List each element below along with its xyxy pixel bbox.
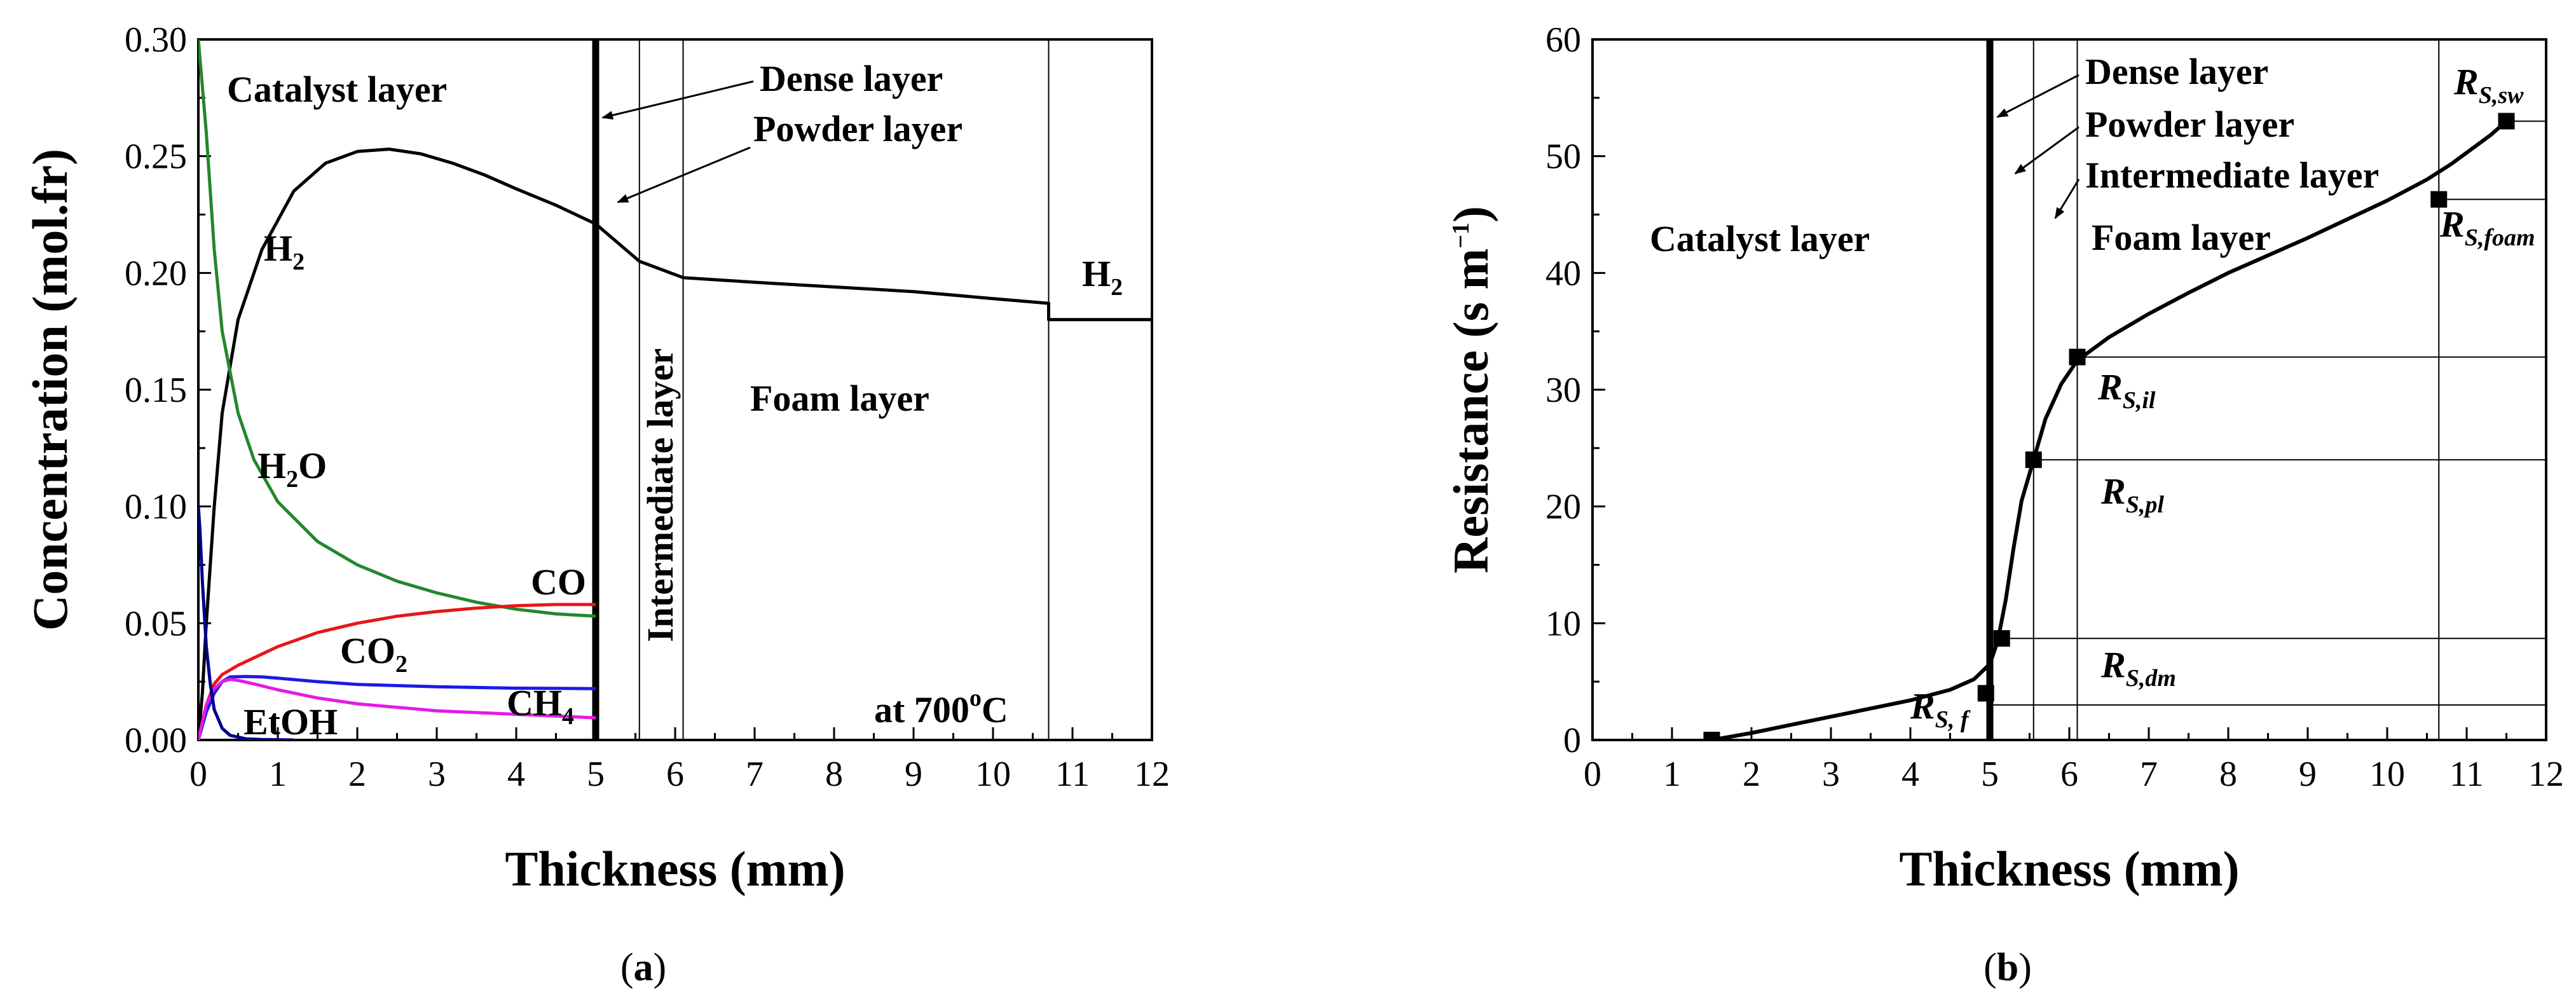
b-x-tick-label: 8 (2219, 755, 2237, 794)
b-x-tick-label: 6 (2060, 755, 2078, 794)
panel-b-rs-il-label: RS,il (2097, 366, 2156, 414)
panel-a-h2o-label: H2O (257, 445, 327, 493)
a-y-tick-label: 0.05 (125, 604, 187, 643)
panel-a-powder-layer-arrow (617, 146, 751, 203)
panel-b-intermediate-layer-arrow (2054, 179, 2080, 219)
data-point-marker (1977, 685, 1994, 702)
series-line-h2o (198, 39, 596, 618)
panel-b-dense-layer-label: Dense layer (2085, 51, 2268, 92)
a-x-tick-label: 6 (666, 755, 684, 794)
panel-b-rs-dm-label: RS,dm (2100, 644, 2176, 692)
a-y-tick-label: 0.00 (125, 721, 187, 760)
a-x-tick-label: 1 (269, 755, 287, 794)
a-y-tick-label: 0.20 (125, 254, 187, 293)
a-x-tick-label: 5 (587, 755, 605, 794)
panel-b-rs-f-label: RS, f (1910, 685, 1971, 733)
b-x-tick-label: 10 (2369, 755, 2405, 794)
b-x-tick-label: 2 (1743, 755, 1760, 794)
panel-b-rs-foam-label: RS,foam (2439, 203, 2535, 251)
b-y-tick-label: 40 (1545, 254, 1581, 293)
panel-b-foam-layer-label: Foam layer (2092, 217, 2271, 258)
b-x-tick-label: 5 (1981, 755, 1999, 794)
panel-a-y-axis-title: Concentration (mol.fr) (22, 149, 78, 631)
data-point-marker (2498, 113, 2515, 130)
b-x-tick-label: 11 (2449, 755, 2484, 794)
b-y-tick-label: 30 (1545, 371, 1581, 410)
b-x-tick-label: 9 (2299, 755, 2317, 794)
panel-a-intermediate-layer-label: Intermediate layer (640, 348, 681, 642)
data-point-marker (2069, 348, 2086, 366)
a-x-tick-label: 7 (746, 755, 764, 794)
a-y-tick-label: 0.25 (125, 137, 187, 177)
a-x-tick-label: 4 (507, 755, 525, 794)
b-x-tick-label: 1 (1663, 755, 1681, 794)
b-y-tick-label: 60 (1545, 20, 1581, 60)
panel-b-caption: (b) (1983, 946, 2032, 989)
panel-a-co2-label: CO2 (340, 630, 408, 678)
panel-a-caption: (a) (620, 946, 666, 989)
b-x-tick-label: 7 (2140, 755, 2158, 794)
series-line-resistance (1711, 120, 2508, 740)
panel-b-rs-sw-label: RS,sw (2453, 61, 2524, 109)
panel-b-x-axis-title: Thickness (mm) (1899, 841, 2239, 896)
b-y-tick-label: 50 (1545, 137, 1581, 177)
panel-a-etoh-label: EtOH (243, 701, 338, 743)
panel-b-dense-layer-arrow (1996, 74, 2079, 118)
panel-a-powder-layer-label: Powder layer (753, 108, 963, 149)
a-x-tick-label: 9 (905, 755, 922, 794)
a-x-tick-label: 8 (825, 755, 843, 794)
series-line-etoh (198, 506, 294, 740)
b-y-tick-label: 20 (1545, 488, 1581, 527)
series-line-co2 (198, 675, 596, 740)
panel-b-catalyst-layer-label: Catalyst layer (1650, 218, 1870, 259)
a-x-tick-label: 0 (189, 755, 207, 794)
a-y-tick-label: 0.10 (125, 488, 187, 527)
panel-a-catalyst-layer-label: Catalyst layer (227, 69, 447, 110)
panel-a-h2-label-catalyst: H2 (264, 228, 305, 275)
b-x-tick-label: 4 (1901, 755, 1919, 794)
panel-a-foam-layer-label: Foam layer (750, 378, 929, 419)
b-y-tick-label: 0 (1563, 721, 1581, 760)
a-x-tick-label: 12 (1134, 755, 1170, 794)
a-x-tick-label: 2 (348, 755, 366, 794)
data-point-marker (2025, 451, 2042, 469)
panel-a-x-axis-title: Thickness (mm) (505, 841, 845, 896)
a-y-tick-label: 0.15 (125, 371, 187, 410)
panel-a-dense-layer-arrow (601, 80, 754, 120)
panel-b-powder-layer-arrow (2014, 126, 2079, 175)
panel-a-dense-layer-label: Dense layer (760, 58, 943, 99)
data-point-marker (2430, 191, 2448, 208)
b-x-tick-label: 0 (1584, 755, 1601, 794)
panel-b-powder-layer-label: Powder layer (2085, 104, 2294, 145)
panel-a-ch4-label: CH4 (507, 682, 574, 730)
panel-a-co-label: CO (531, 561, 586, 603)
a-x-tick-label: 10 (975, 755, 1011, 794)
series-line-co (198, 603, 596, 740)
series-line-h2 (198, 147, 1152, 740)
a-x-tick-label: 3 (428, 755, 446, 794)
panel-b-plot-frame (1591, 38, 2547, 741)
panel-b-y-axis-title: Resistance (s m−1) (1443, 206, 1498, 573)
panel-b-intermediate-layer-label: Intermediate layer (2085, 154, 2379, 196)
b-y-tick-label: 10 (1545, 604, 1581, 643)
panel-b-rs-pl-label: RS,pl (2100, 470, 2164, 518)
panel-a-concentration-chart: 0 1 2 3 4 5 6 7 8 9 10 11 120.000.050.100.150.200.25… (22, 20, 1170, 989)
panel-a-temperature-label: at 700oC (874, 685, 1008, 730)
panel-a-h2-label-permeate: H2 (1082, 253, 1123, 301)
series-line-ch4 (198, 678, 596, 740)
b-x-tick-label: 12 (2528, 755, 2564, 794)
a-x-tick-label: 11 (1055, 755, 1090, 794)
data-point-marker (1993, 630, 2010, 647)
data-point-marker (1703, 732, 1720, 740)
a-y-tick-label: 0.30 (125, 20, 187, 60)
b-x-tick-label: 3 (1822, 755, 1840, 794)
